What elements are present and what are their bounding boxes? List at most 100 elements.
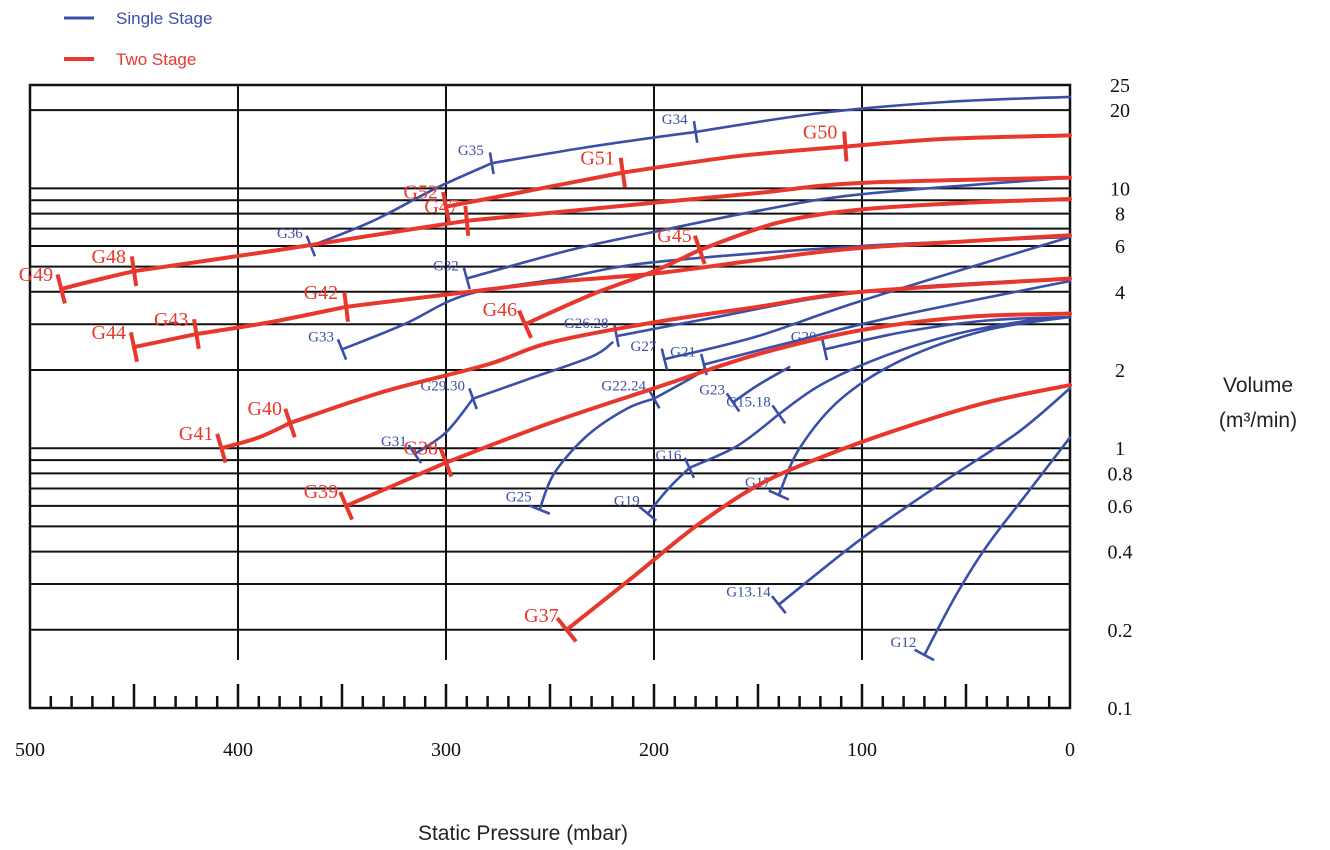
curve-g15.18 [777,315,1072,416]
curve-end-marker [770,595,787,615]
curve-label: G34 [662,112,688,128]
curve-end-marker [638,505,658,522]
y-tick-label: 8 [1115,204,1125,226]
curve-g46 [523,247,702,327]
curve-label: G51 [580,148,614,170]
legend-label-two-stage: Two Stage [116,50,196,69]
curve-g21 [702,279,1072,366]
curve-label: G32 [433,258,459,274]
curve-g38 [444,311,1072,465]
curve-label: G12 [891,635,917,651]
curve-g35 [490,130,697,165]
curve-g20 [823,315,1072,351]
curve-label: G35 [458,143,484,159]
curve-label: G21 [670,344,696,360]
curve-end-marker [555,616,578,643]
curve-label: G43 [154,309,188,331]
curve-end-marker [528,504,551,515]
curve-g23 [731,365,791,404]
curve-end-marker [517,309,533,339]
curve-g50 [843,133,1072,149]
curve-end-marker [338,491,354,521]
curve-end-marker [215,433,228,464]
y-axis-title-line1: Volume [1223,374,1293,397]
curve-g43 [194,304,349,337]
curve-label: G29.30 [420,379,465,395]
curve-label: G31 [381,434,407,450]
curve-end-marker [55,273,67,305]
curve-g51 [620,144,848,175]
curve-label: G36 [277,226,303,242]
y-axis-title-line2: (m³/min) [1219,409,1297,432]
curve-label: G39 [304,481,338,503]
curves: G34 G35 G36 G32 G33 G26.28 G29.30 G31 G27 G21 G22.… [19,95,1072,662]
y-tick-label: 0.6 [1108,496,1133,518]
curve-g42 [344,233,1072,309]
curve-label: G45 [657,225,691,247]
curve-g45 [697,197,1072,252]
curve-end-marker [336,338,348,361]
curve-end-marker [441,191,451,222]
curve-end-marker [462,267,471,290]
curve-label: G38 [404,438,438,460]
curve-label: G42 [304,282,338,304]
curve-label: G47 [424,196,458,218]
curve-g29.30 [471,341,614,400]
y-tick-label: 1 [1115,438,1125,460]
legend: Single Stage Two Stage [64,9,212,69]
curve-label: G27 [631,339,657,355]
curve-g48 [132,218,469,274]
x-tick-label: 300 [431,739,461,761]
y-tick-label: 20 [1110,100,1130,122]
curve-g25 [538,397,656,511]
x-tick-label: 500 [15,739,45,761]
curve-g49 [59,269,136,291]
x-tick-label: 0 [1065,739,1075,761]
curve-g41 [219,421,292,451]
curve-g34 [694,95,1072,134]
curve-label: G41 [179,423,213,445]
curve-label: G40 [248,398,282,420]
curve-g39 [344,460,448,508]
curve-g27 [663,235,1072,361]
axes: 500 400 300 200 100 0 25 20 10 8 6 4 2 1 0.8 0.6 0.4 0.2 0… [15,75,1133,761]
curve-g44 [132,332,199,350]
curve-end-marker [725,392,741,413]
curve-label: G50 [803,121,837,143]
x-tick-label: 400 [223,739,253,761]
curve-g52 [444,170,625,209]
y-tick-label: 0.4 [1108,542,1133,564]
curve-label: G49 [19,264,53,286]
y-tick-label: 4 [1115,282,1125,304]
curve-g31 [413,397,475,456]
x-tick-label: 100 [847,739,877,761]
curve-label: G37 [524,605,558,627]
y-tick-label: 2 [1115,360,1125,382]
curve-label: G44 [92,322,126,344]
curve-end-marker [820,338,829,361]
curve-label: G19 [614,494,640,510]
curve-end-marker [128,331,140,363]
curve-label: G23 [699,382,725,398]
legend-label-single-stage: Single Stage [116,9,212,28]
curve-g32 [465,176,1072,280]
y-tick-label: 0.1 [1108,698,1133,720]
curve-label: G16 [656,448,682,464]
y-tick-label: 0.2 [1108,620,1133,642]
curve-label: G46 [483,299,517,321]
curve-end-marker [660,348,669,371]
curve-end-marker [768,489,790,501]
curve-g47 [464,175,1072,223]
curve-end-marker [407,444,423,464]
curve-g16 [688,413,781,470]
y-tick-label: 10 [1110,178,1130,200]
curve-g40 [288,276,1072,425]
curve-g17 [777,315,1072,497]
curve-end-marker [914,648,935,662]
curve-g37 [564,383,1072,632]
curve-g13.14 [777,387,1072,606]
curve-label: G25 [506,490,532,506]
y-tick-label: 6 [1115,236,1125,258]
curve-label: G26.28 [564,316,609,332]
